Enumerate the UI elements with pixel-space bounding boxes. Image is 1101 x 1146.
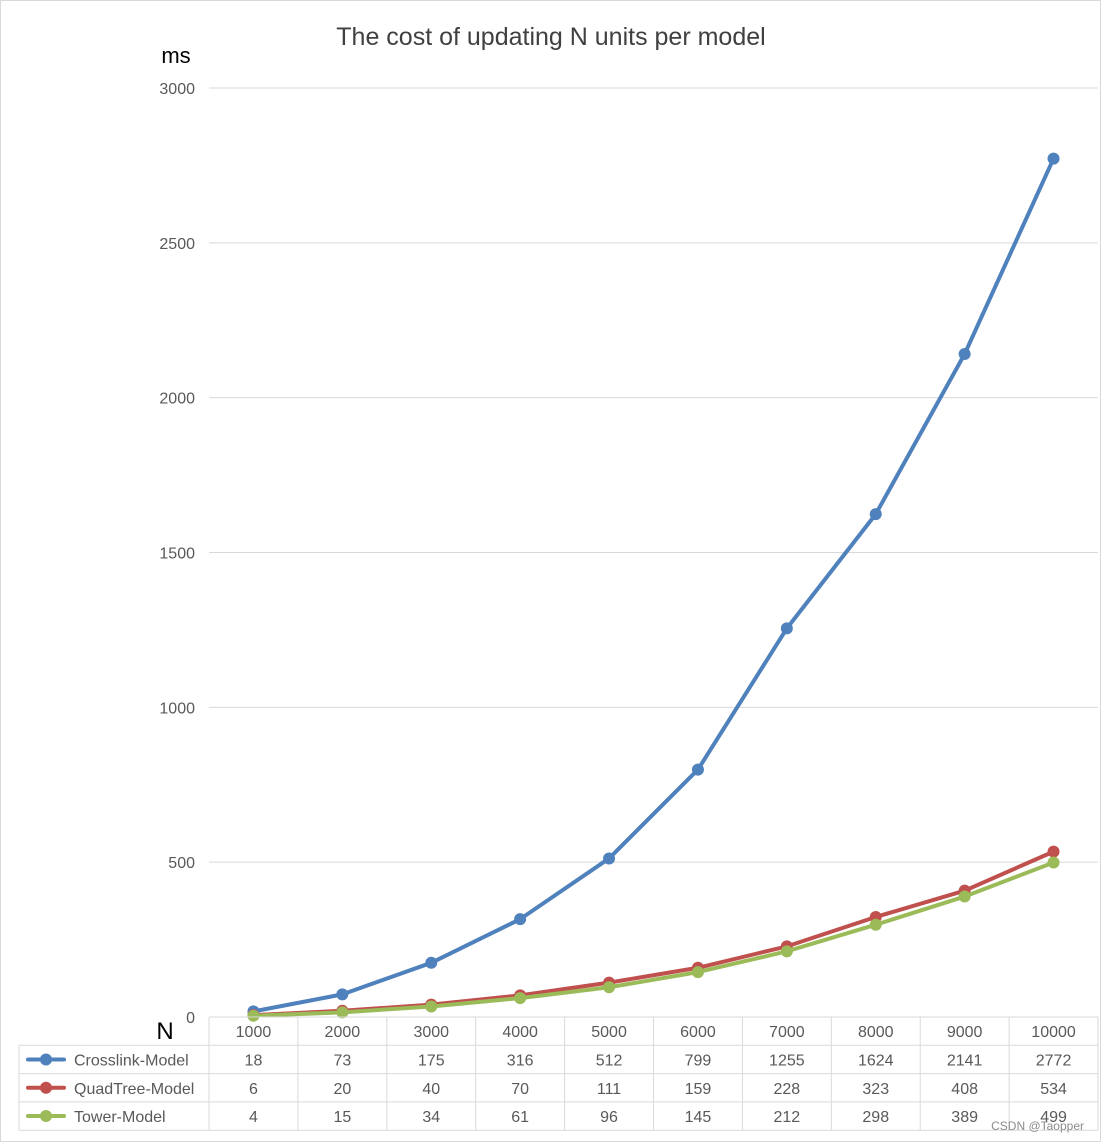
series-line (251, 849, 1056, 1018)
x-axis-label: N (156, 1018, 173, 1045)
x-tick-label: 9000 (947, 1024, 983, 1041)
table-cell: 145 (685, 1109, 712, 1126)
legend-key-marker (40, 1053, 52, 1066)
data-point (336, 988, 349, 1001)
data-point (603, 852, 616, 865)
watermark: CSDN @Taopper (991, 1119, 1084, 1133)
chart-title: The cost of updating N units per model (336, 23, 765, 51)
y-axis-label: ms (161, 43, 190, 68)
data-point (425, 1000, 438, 1013)
data-point (1047, 856, 1060, 869)
table-cell: 212 (773, 1109, 800, 1126)
data-table: 1000 2000 3000 4000 5000 6000 7000 8000 9000 1000… (18, 1016, 1099, 1131)
table-cell: 70 (511, 1081, 529, 1098)
x-tick-label: 2000 (325, 1024, 361, 1041)
series-line (251, 860, 1056, 1018)
data-point (336, 1006, 349, 1019)
data-point (691, 763, 704, 776)
series-lines (247, 152, 1060, 1022)
table-cell: 534 (1040, 1081, 1067, 1098)
table-cell: 799 (685, 1052, 712, 1069)
x-tick-label: 6000 (680, 1024, 716, 1041)
x-tick-label: 4000 (502, 1024, 538, 1041)
x-tick-label: 10000 (1031, 1024, 1076, 1041)
data-point (869, 508, 882, 521)
table-cell: 6 (249, 1081, 258, 1098)
table-cell: 228 (773, 1081, 800, 1098)
x-tick-label: 3000 (413, 1024, 449, 1041)
data-point (425, 956, 438, 969)
table-cell: 499 (1040, 1109, 1067, 1126)
table-cell: 408 (951, 1081, 978, 1098)
table-cell: 389 (951, 1109, 978, 1126)
data-point (247, 1009, 260, 1022)
legend-entry: Tower-Model (74, 1109, 166, 1126)
x-tick-label: 1000 (236, 1024, 272, 1041)
table-cell: 512 (596, 1052, 623, 1069)
series-line (251, 156, 1056, 1014)
table-cell: 323 (862, 1081, 889, 1098)
table-cell: 159 (685, 1081, 712, 1098)
table-cell: 2141 (947, 1052, 983, 1069)
data-point (869, 918, 882, 931)
legend-key-marker (40, 1081, 52, 1094)
legend-entry: Crosslink-Model (74, 1052, 189, 1069)
data-point (691, 966, 704, 979)
y-axis-ticks: 0 500 1000 1500 2000 2500 3000 (159, 81, 195, 1027)
legend-entry: QuadTree-Model (74, 1081, 194, 1098)
table-cell: 40 (422, 1081, 440, 1098)
table-cell: 61 (511, 1109, 529, 1126)
y-tick-label: 2500 (159, 236, 195, 253)
table-cell: 4 (249, 1109, 258, 1126)
data-point (603, 981, 616, 994)
table-cell: 2772 (1036, 1052, 1072, 1069)
table-cell: 15 (333, 1109, 351, 1126)
data-point (514, 913, 527, 926)
table-cell: 111 (597, 1081, 621, 1098)
gridlines (209, 87, 1098, 863)
table-cell: 96 (600, 1109, 618, 1126)
y-tick-label: 3000 (159, 81, 195, 98)
y-tick-label: 1000 (159, 700, 195, 717)
table-cell: 316 (507, 1052, 534, 1069)
data-point (1047, 845, 1060, 858)
data-point (958, 348, 971, 361)
y-tick-label: 500 (168, 855, 195, 872)
table-cell: 73 (333, 1052, 351, 1069)
y-tick-label: 2000 (159, 391, 195, 408)
table-cell: 18 (245, 1052, 263, 1069)
data-point (514, 992, 527, 1005)
table-cell: 175 (418, 1052, 445, 1069)
data-point (780, 622, 793, 635)
y-tick-label: 1500 (159, 546, 195, 563)
x-tick-label: 7000 (769, 1024, 805, 1041)
legend-key-marker (40, 1110, 52, 1123)
data-point (780, 945, 793, 958)
table-cell: 34 (422, 1109, 440, 1126)
table-cell: 1255 (769, 1052, 805, 1069)
y-tick-label: 0 (186, 1010, 195, 1027)
data-point (1047, 152, 1060, 165)
table-cell: 1624 (858, 1052, 894, 1069)
table-cell: 298 (862, 1109, 889, 1126)
table-cell: 20 (333, 1081, 351, 1098)
x-tick-label: 5000 (591, 1024, 627, 1041)
data-point (958, 890, 971, 903)
x-tick-label: 8000 (858, 1024, 894, 1041)
